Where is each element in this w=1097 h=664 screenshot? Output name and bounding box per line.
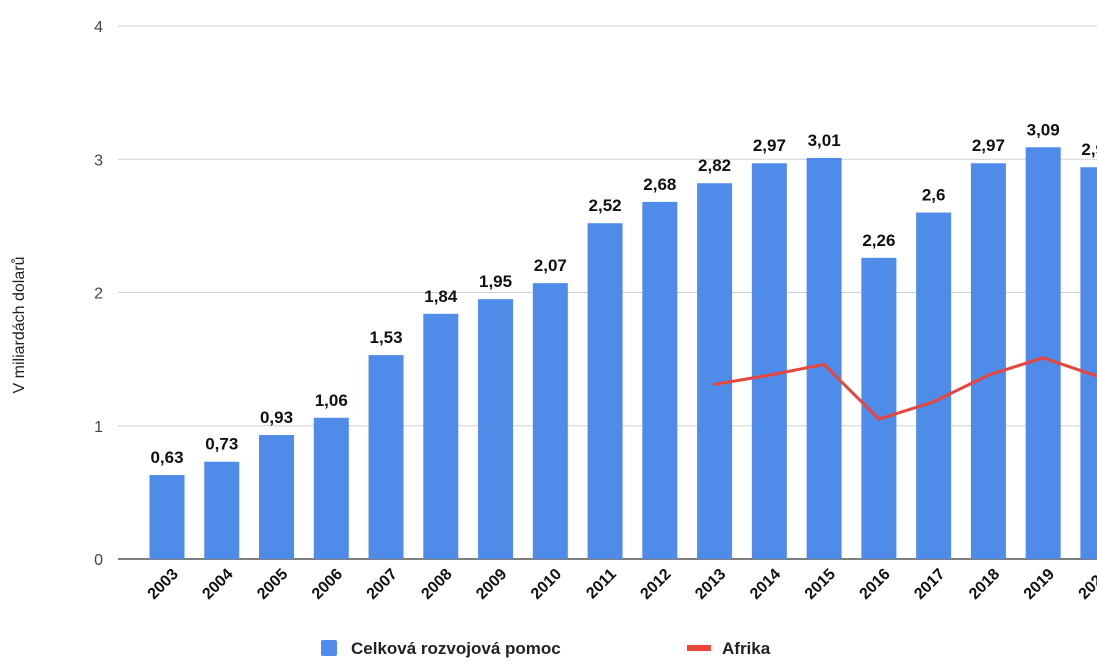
x-tick-label: 2018 [966, 566, 1003, 603]
bar [478, 299, 514, 559]
legend-swatch-line [687, 645, 711, 651]
bar-value-label: 2,97 [972, 136, 1005, 155]
bar [423, 313, 459, 559]
x-tick-label: 2006 [309, 566, 346, 603]
bar [751, 163, 787, 559]
bar-value-label: 2,68 [643, 175, 676, 194]
bar [368, 355, 404, 559]
x-tick-label: 2008 [418, 566, 455, 603]
legend-swatch-bar [321, 640, 337, 656]
bar-value-label: 1,95 [479, 272, 512, 291]
bar-value-label: 0,63 [150, 448, 183, 467]
x-tick-label: 2012 [637, 566, 674, 603]
x-tick-label: 2010 [528, 566, 565, 603]
bar-value-label: 1,06 [315, 391, 348, 410]
y-tick-label: 3 [94, 152, 103, 169]
data-labels: 0,63 0,73 0,93 1,06 1,53 1,84 1,95 2,07 2,52 2,68… [150, 120, 1097, 467]
legend-label-bar: Celková rozvojová pomoc [351, 639, 561, 658]
bar-value-label: 2,82 [698, 156, 731, 175]
x-tick-label: 2003 [145, 566, 182, 603]
bar-value-label: 2,52 [589, 196, 622, 215]
bars [149, 147, 1097, 560]
x-tick-label: 2013 [692, 566, 729, 603]
bar-value-label: 1,84 [424, 287, 458, 306]
x-tick-label: 2005 [254, 566, 291, 603]
bar [149, 475, 185, 559]
y-axis-ticks: 0 1 2 3 4 [94, 19, 103, 569]
y-tick-label: 1 [94, 419, 103, 436]
bar [697, 183, 733, 560]
bar [259, 435, 295, 559]
bar-value-label: 2,97 [753, 136, 786, 155]
legend: Celková rozvojová pomoc Afrika [321, 639, 771, 658]
x-tick-label: 2020 [1076, 566, 1097, 603]
y-tick-label: 2 [94, 286, 103, 303]
x-tick-label: 2014 [747, 566, 784, 603]
x-tick-label: 2016 [857, 566, 894, 603]
bar-value-label: 2,6 [922, 186, 946, 205]
bar-value-label: 0,73 [205, 435, 238, 454]
x-tick-label: 2015 [802, 566, 839, 603]
x-tick-label: 2017 [911, 566, 948, 603]
bar [1080, 167, 1097, 559]
y-tick-label: 4 [94, 19, 103, 36]
x-tick-label: 2007 [364, 566, 401, 603]
y-tick-label: 0 [94, 552, 103, 569]
bar-value-label: 2,26 [862, 231, 895, 250]
x-tick-label: 2011 [583, 566, 620, 603]
bar [532, 283, 568, 559]
bar-value-label: 2,07 [534, 256, 567, 275]
bar [1025, 147, 1061, 559]
bar-value-label: 1,53 [369, 328, 402, 347]
bar [806, 157, 842, 560]
legend-label-line: Afrika [722, 639, 771, 658]
x-tick-label: 2004 [199, 566, 236, 603]
bar [204, 461, 240, 559]
bar [970, 163, 1006, 559]
bar [587, 223, 623, 559]
x-axis-ticks: 2003 2004 2005 2006 2007 2008 2009 2010 2011 2012… [145, 566, 1097, 603]
y-axis-title: V miliardách dolarů [10, 257, 28, 394]
bar-value-label: 2,94 [1081, 140, 1097, 159]
x-tick-label: 2009 [473, 566, 510, 603]
bar [916, 212, 952, 560]
bar [642, 201, 678, 559]
bar [313, 417, 349, 559]
bar-value-label: 3,01 [808, 131, 841, 150]
bar-value-label: 0,93 [260, 408, 293, 427]
line-series [713, 356, 1097, 421]
bar-value-label: 3,09 [1027, 120, 1060, 139]
series-line-afrika [713, 356, 1097, 421]
x-tick-label: 2019 [1021, 566, 1058, 603]
